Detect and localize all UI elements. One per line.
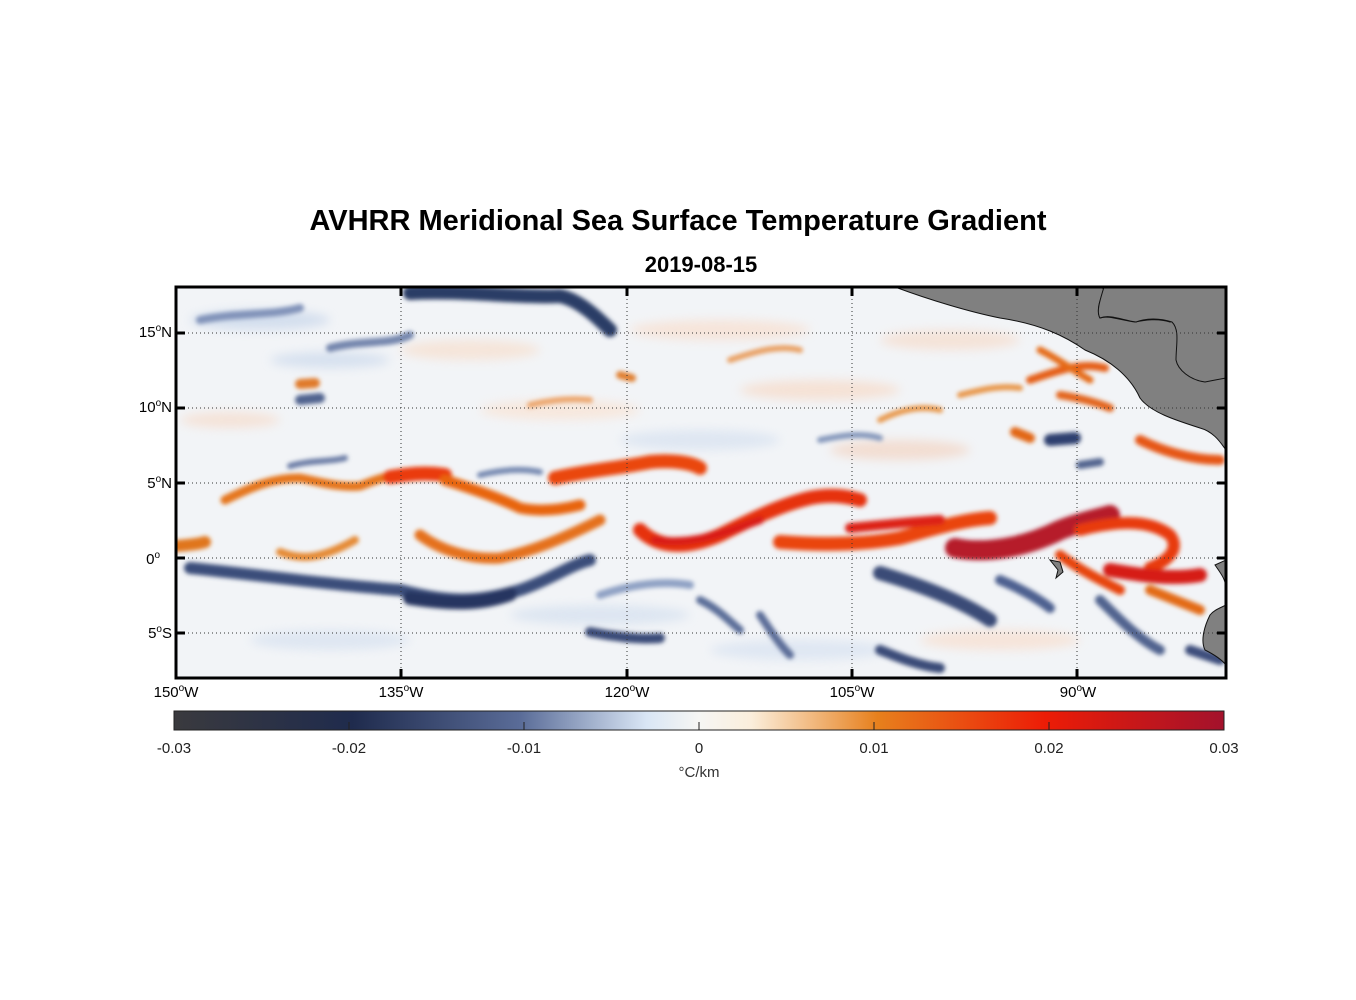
lat-label-5s: 5oS bbox=[148, 624, 172, 642]
lon-label-120w: 120oW bbox=[604, 683, 650, 701]
frame-ticks bbox=[176, 287, 1226, 678]
colorbar-label: 0 bbox=[694, 740, 704, 757]
colorbar-unit: °C/km bbox=[678, 764, 720, 781]
gradient-field bbox=[176, 287, 1226, 678]
colorbar-label: 0.03 bbox=[1209, 740, 1239, 757]
lat-label-0: 0o bbox=[146, 550, 160, 568]
colorbar-label: -0.01 bbox=[506, 740, 542, 757]
colorbar-label: 0.01 bbox=[859, 740, 889, 757]
colorbar-ticks bbox=[348, 722, 1050, 730]
lon-label-135w: 135oW bbox=[378, 683, 424, 701]
lon-label-150w: 150oW bbox=[153, 683, 199, 701]
lat-label-10n: 10oN bbox=[138, 398, 172, 416]
map-date: 2019-08-15 bbox=[644, 252, 758, 277]
colorbar-label: -0.03 bbox=[156, 740, 192, 757]
colorbar-label: 0.02 bbox=[1034, 740, 1064, 757]
lat-label-15n: 15oN bbox=[138, 323, 172, 341]
grid-lines bbox=[176, 287, 1226, 678]
lon-label-105w: 105oW bbox=[829, 683, 875, 701]
land-masses bbox=[894, 287, 1226, 666]
lon-label-90w: 90oW bbox=[1059, 683, 1097, 701]
map-title: AVHRR Meridional Sea Surface Temperature… bbox=[309, 205, 1047, 237]
colorbar-label: -0.02 bbox=[331, 740, 367, 757]
lat-label-5n: 5oN bbox=[147, 474, 172, 492]
